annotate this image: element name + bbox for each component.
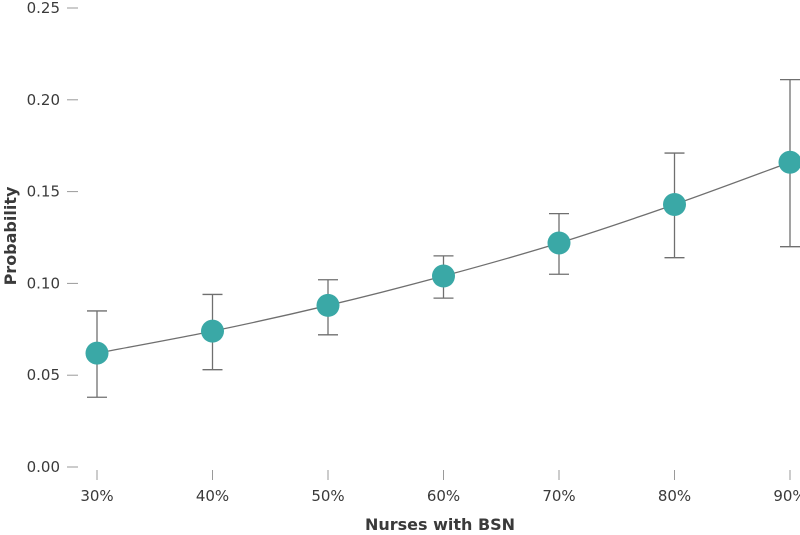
y-tick-label: 0.15 [27, 183, 60, 201]
y-axis: 0.00 0.05 0.10 0.15 0.20 0.25 [27, 0, 78, 476]
x-tick-label: 50% [311, 487, 344, 505]
data-point [547, 231, 571, 255]
y-tick-label: 0.10 [27, 274, 60, 292]
data-point [778, 150, 800, 174]
x-axis-title: Nurses with BSN [365, 515, 515, 534]
error-bars [87, 78, 800, 398]
data-points [85, 150, 800, 365]
data-point [432, 264, 455, 288]
data-point [201, 319, 224, 343]
data-point [85, 341, 109, 365]
y-tick-label: 0.25 [27, 0, 60, 17]
x-tick-label: 90% [773, 487, 800, 505]
data-point [663, 192, 686, 216]
y-tick-label: 0.05 [27, 366, 60, 384]
x-tick-label: 70% [542, 487, 575, 505]
y-tick-label: 0.20 [27, 91, 60, 109]
x-tick-label: 60% [427, 487, 460, 505]
y-axis-title: Probability [1, 186, 20, 285]
x-tick-label: 40% [196, 487, 229, 505]
x-tick-label: 80% [658, 487, 691, 505]
x-tick-label: 30% [80, 487, 113, 505]
data-point [316, 293, 340, 317]
x-axis: 30% 40% 50% 60% 70% 80% 90% [80, 470, 800, 505]
y-tick-label: 0.00 [27, 458, 60, 476]
